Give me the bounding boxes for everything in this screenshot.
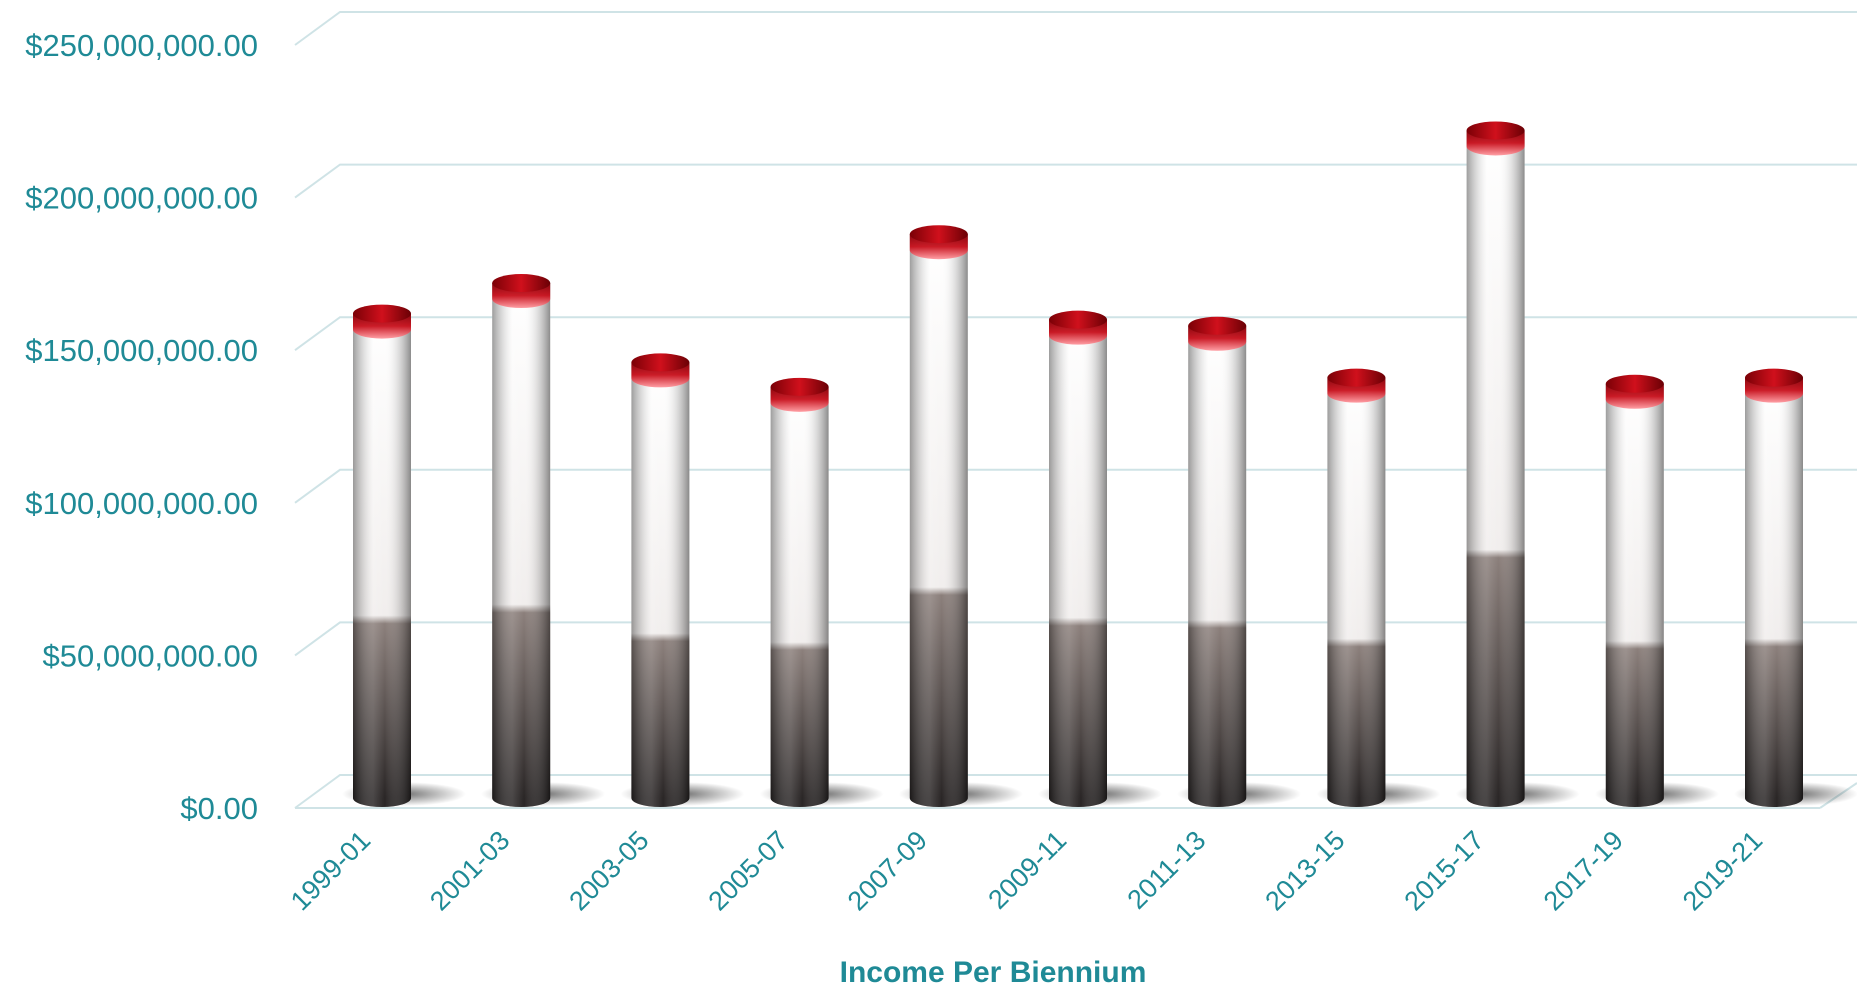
x-tick-label: 2009-11 bbox=[982, 825, 1072, 915]
x-tick-label: 2007-09 bbox=[842, 825, 933, 916]
bar-top bbox=[1605, 374, 1664, 393]
bar-top bbox=[770, 377, 829, 396]
bar bbox=[1734, 368, 1857, 807]
x-tick-label: 2015-17 bbox=[1399, 825, 1490, 916]
bar-top bbox=[1049, 310, 1107, 329]
bar-shading bbox=[1049, 319, 1107, 807]
bar-top bbox=[1188, 316, 1247, 335]
bar-shading bbox=[631, 362, 690, 807]
gridline bbox=[294, 11, 1857, 46]
bar-top bbox=[909, 225, 968, 244]
bar bbox=[1316, 368, 1441, 807]
bar-top bbox=[1466, 121, 1525, 140]
bar-shading bbox=[353, 313, 411, 807]
x-tick-label: 2011-13 bbox=[1122, 825, 1212, 915]
y-tick-label: $0.00 bbox=[180, 791, 258, 826]
bar-shading bbox=[1745, 377, 1803, 807]
x-tick-label: 2019-21 bbox=[1677, 825, 1768, 916]
bar-shading bbox=[1188, 325, 1247, 807]
gridline bbox=[294, 163, 1857, 199]
x-tick-label: 1999-01 bbox=[285, 825, 376, 916]
y-tick-label: $50,000,000.00 bbox=[43, 638, 259, 673]
bar-shading bbox=[492, 283, 551, 807]
y-tick-label: $250,000,000.00 bbox=[25, 28, 258, 63]
x-tick-label: 2005-07 bbox=[703, 825, 794, 916]
bar bbox=[898, 225, 1023, 807]
gridlines bbox=[294, 11, 1857, 809]
bar bbox=[481, 274, 606, 807]
x-tick-label: 2003-05 bbox=[563, 825, 654, 916]
bar bbox=[342, 304, 466, 807]
bars bbox=[342, 121, 1857, 807]
gridline bbox=[294, 316, 1857, 352]
bar bbox=[1594, 374, 1719, 807]
bar-shading bbox=[1327, 377, 1386, 807]
bar bbox=[1455, 121, 1580, 807]
x-tick-label: 2013-15 bbox=[1259, 825, 1350, 916]
bar bbox=[759, 377, 884, 807]
y-tick-label: $200,000,000.00 bbox=[25, 181, 258, 216]
bar-shading bbox=[909, 234, 968, 807]
bar bbox=[1177, 316, 1302, 807]
bar-top bbox=[631, 353, 690, 372]
y-tick-label: $150,000,000.00 bbox=[25, 333, 258, 368]
bar bbox=[620, 353, 745, 807]
bar-top bbox=[1745, 368, 1803, 387]
y-tick-label: $100,000,000.00 bbox=[25, 486, 258, 521]
y-axis: $0.00 $50,000,000.00 $100,000,000.00 $150,0… bbox=[25, 28, 258, 826]
bar-top bbox=[1327, 368, 1386, 387]
bar-shading bbox=[1605, 383, 1664, 807]
bar-shading bbox=[1466, 130, 1525, 807]
x-axis: 1999-01 2001-03 2003-05 2005-07 2007-09 2009-… bbox=[285, 825, 1768, 916]
x-tick-label: 2017-19 bbox=[1538, 825, 1629, 916]
bar-top bbox=[353, 304, 411, 323]
x-axis-title: Income Per Biennium bbox=[840, 956, 1147, 988]
bar-shading bbox=[770, 386, 829, 807]
bar-top bbox=[492, 274, 551, 293]
bar bbox=[1038, 310, 1162, 807]
x-tick-label: 2001-03 bbox=[424, 825, 515, 916]
